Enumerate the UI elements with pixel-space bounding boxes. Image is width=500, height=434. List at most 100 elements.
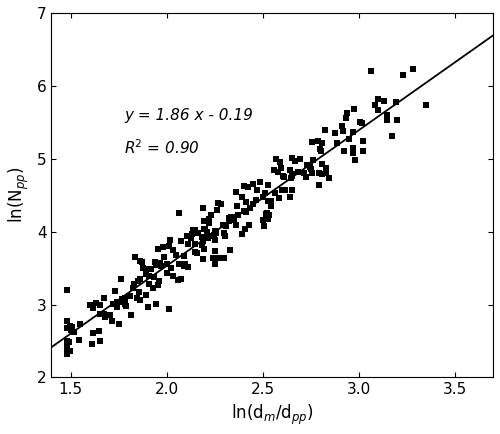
Point [224, 215, 232, 222]
Point [95, 328, 103, 335]
Point [268, 197, 276, 204]
Point [152, 301, 160, 308]
Point [70, 329, 78, 336]
Point [250, 201, 258, 207]
Point [318, 139, 326, 146]
Point [288, 172, 296, 179]
Point [158, 263, 166, 270]
Point [316, 145, 324, 152]
Point [138, 259, 146, 266]
Point [264, 181, 272, 188]
Point [211, 227, 219, 234]
Point [193, 250, 201, 256]
Point [294, 168, 302, 175]
Point [226, 217, 234, 224]
Point [96, 301, 104, 308]
Point [260, 223, 268, 230]
Point [360, 137, 368, 144]
Point [288, 154, 296, 161]
Point [240, 225, 248, 232]
Point [342, 109, 350, 116]
Point [280, 173, 287, 180]
Point [174, 276, 182, 283]
Point [212, 260, 220, 267]
Point [383, 117, 391, 124]
Point [286, 194, 294, 201]
Point [200, 237, 207, 244]
Point [388, 133, 396, 140]
Point [108, 318, 116, 325]
Point [62, 348, 70, 355]
Point [211, 236, 219, 243]
Point [274, 169, 282, 176]
Point [62, 287, 70, 294]
Point [96, 337, 104, 344]
Point [177, 237, 185, 244]
Point [371, 101, 379, 108]
Point [96, 311, 104, 318]
Point [63, 324, 71, 331]
Point [92, 300, 100, 307]
Point [322, 170, 330, 177]
Point [393, 117, 401, 124]
Point [227, 213, 235, 220]
Point [120, 300, 128, 307]
Point [220, 233, 228, 240]
Point [256, 179, 264, 186]
Point [66, 338, 74, 345]
Point [154, 282, 162, 289]
Point [101, 314, 109, 321]
Point [160, 244, 168, 251]
Point [306, 163, 314, 170]
Point [252, 197, 260, 204]
Point [126, 312, 134, 319]
Point [398, 72, 406, 79]
Point [206, 215, 214, 222]
Point [307, 166, 315, 173]
Point [333, 139, 341, 146]
Point [126, 293, 134, 299]
Point [147, 266, 155, 273]
Point [349, 145, 357, 152]
Point [66, 348, 74, 355]
Point [308, 157, 316, 164]
Point [175, 210, 183, 217]
Point [211, 247, 219, 254]
Point [163, 260, 171, 267]
Point [191, 227, 199, 233]
Point [232, 188, 240, 195]
Point [211, 261, 219, 268]
Point [118, 296, 126, 302]
Point [142, 292, 150, 299]
Point [174, 260, 182, 267]
Point [270, 167, 278, 174]
Point [260, 189, 268, 196]
Point [207, 212, 215, 219]
Point [142, 271, 150, 278]
Point [282, 187, 290, 194]
Point [286, 167, 294, 174]
Point [322, 165, 330, 172]
Point [422, 101, 430, 108]
Point [150, 273, 158, 280]
Point [234, 211, 241, 218]
Point [114, 320, 122, 327]
Point [374, 95, 382, 102]
Point [172, 252, 180, 259]
Point [220, 254, 228, 261]
Point [338, 128, 346, 135]
Point [340, 147, 347, 154]
Point [163, 270, 171, 276]
Point [245, 222, 253, 229]
Point [287, 175, 295, 182]
Point [62, 318, 70, 325]
Point [151, 259, 159, 266]
Point [129, 284, 137, 291]
X-axis label: ln(d$_m$/d$_{pp}$): ln(d$_m$/d$_{pp}$) [230, 403, 314, 427]
Point [200, 218, 208, 225]
Point [206, 220, 214, 227]
Point [238, 193, 246, 200]
Point [238, 230, 246, 237]
Point [112, 299, 120, 306]
Point [318, 160, 326, 167]
